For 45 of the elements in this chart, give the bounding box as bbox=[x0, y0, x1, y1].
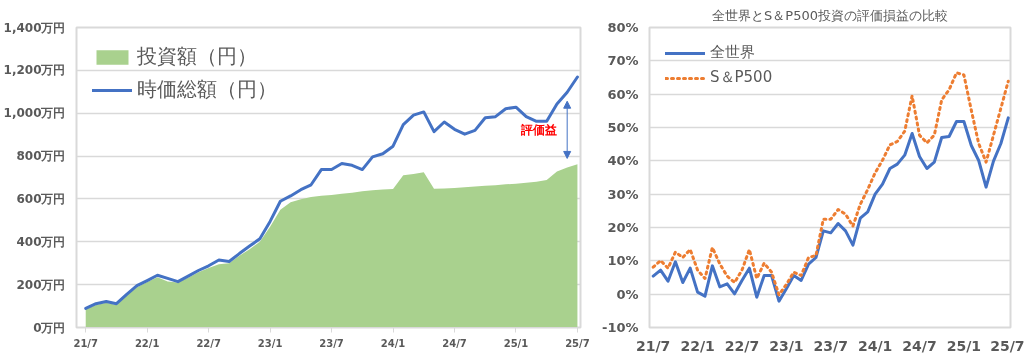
line-series bbox=[84, 75, 579, 310]
x-tick-label: 23/7 bbox=[319, 337, 344, 349]
x-tick-label: 25/7 bbox=[565, 337, 590, 349]
x-tick-label: 25/7 bbox=[990, 337, 1024, 354]
annotation: 評価益 bbox=[519, 122, 557, 137]
x-tick-label: 23/7 bbox=[813, 337, 848, 354]
y-tick-label: 0% bbox=[616, 286, 639, 302]
x-tick-label: 21/7 bbox=[636, 337, 671, 354]
x-tick-label: 25/1 bbox=[946, 337, 982, 354]
x-tick-label: 22/7 bbox=[196, 337, 221, 349]
x-tick-label: 21/7 bbox=[73, 337, 99, 349]
chart-title: 全世界とS＆P500投資の評価損益の比較 bbox=[712, 7, 948, 23]
x-tick-label: 24/1 bbox=[380, 337, 406, 349]
x-tick-label: 25/1 bbox=[503, 337, 529, 349]
x-tick-label: 22/1 bbox=[680, 337, 715, 354]
y-tick-label: 200万円 bbox=[16, 277, 66, 292]
x-tick-label: 24/7 bbox=[442, 337, 467, 349]
y-tick-label: 1,000万円 bbox=[3, 106, 66, 121]
line-series bbox=[651, 71, 1010, 297]
y-tick-label: 800万円 bbox=[16, 149, 66, 164]
y-tick-label: 30% bbox=[607, 186, 639, 202]
y-tick-label: 0万円 bbox=[33, 320, 66, 335]
y-tick-label: 10% bbox=[607, 253, 639, 269]
y-tick-label: 600万円 bbox=[16, 191, 66, 206]
x-tick-label: 24/7 bbox=[902, 337, 937, 354]
y-tick-label: 400万円 bbox=[16, 234, 66, 249]
y-tick-label: -10% bbox=[601, 320, 639, 335]
y-tick-label: 1,400万円 bbox=[3, 20, 66, 35]
legend-label: 全世界 bbox=[710, 43, 755, 62]
y-tick-label: 50% bbox=[607, 120, 639, 135]
y-tick-label: 1,200万円 bbox=[3, 63, 66, 78]
y-tick-label: 20% bbox=[607, 220, 639, 235]
x-tick-label: 23/1 bbox=[769, 337, 804, 354]
y-tick-label: 80% bbox=[607, 20, 639, 35]
legend-label: 投資額（円） bbox=[137, 43, 257, 70]
legend-label: 時価総額（円） bbox=[137, 76, 277, 103]
x-tick-label: 22/7 bbox=[724, 337, 760, 354]
x-tick-label: 23/1 bbox=[257, 337, 283, 349]
y-tick-label: 60% bbox=[607, 86, 639, 102]
legend-label: S＆P500 bbox=[710, 68, 773, 87]
line-series bbox=[651, 116, 1010, 303]
y-tick-label: 40% bbox=[607, 153, 639, 169]
y-tick-label: 70% bbox=[607, 53, 639, 69]
x-tick-label: 22/1 bbox=[134, 337, 160, 349]
x-tick-label: 24/1 bbox=[857, 337, 893, 354]
